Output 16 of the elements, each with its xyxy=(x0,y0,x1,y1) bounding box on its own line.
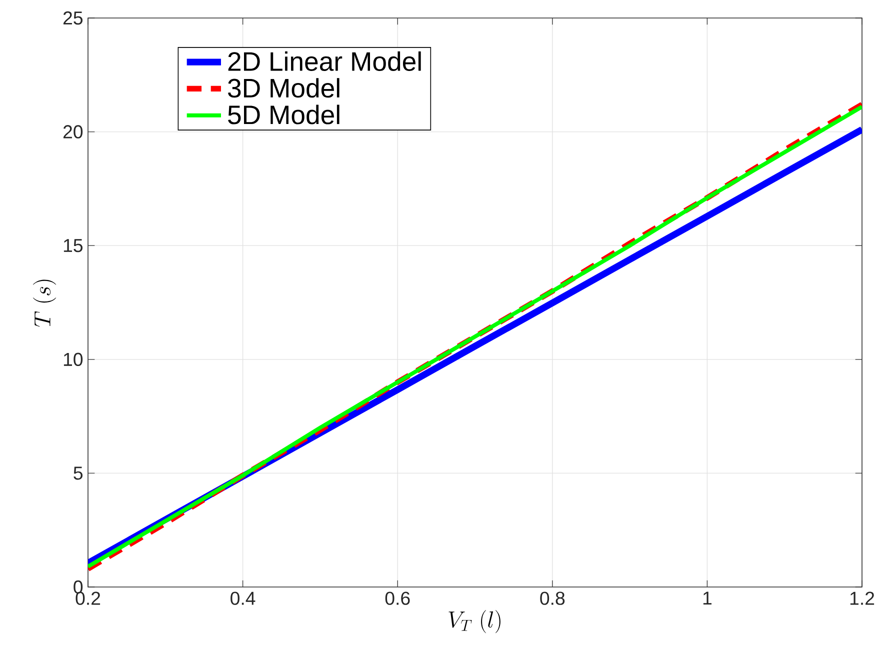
y-tick-label: 5 xyxy=(74,466,83,480)
x-tick-label: 0.8 xyxy=(540,592,565,605)
y-tick-label: 15 xyxy=(64,239,83,252)
x-tick-label: 0.6 xyxy=(385,592,410,605)
x-tick-label: 0.4 xyxy=(230,592,256,605)
x-tick-label: 0.2 xyxy=(76,592,100,605)
x-tick-label: 1 xyxy=(703,592,712,605)
legend-label: 2D Linear Model xyxy=(228,51,421,71)
x-tick-label: 1.2 xyxy=(850,592,874,605)
y-axis-title: $T\ (s)$ xyxy=(33,280,56,327)
y-tick-label: 20 xyxy=(63,125,83,138)
x-axis-title: $V_T\ (l)$ xyxy=(448,610,500,634)
legend-label: 3D Model xyxy=(228,78,340,98)
y-tick-label: 25 xyxy=(63,11,83,25)
legend-label: 5D Model xyxy=(228,104,340,124)
y-tick-label: 10 xyxy=(64,352,83,366)
